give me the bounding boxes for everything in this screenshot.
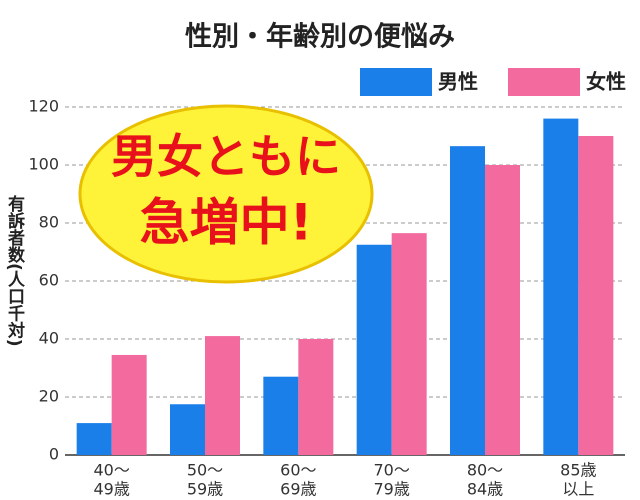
annotation-bubble: [78, 104, 374, 284]
bar: [76, 423, 112, 455]
y-axis-label: 有訴者数(人口千対): [4, 194, 26, 347]
y-tick-label: 60: [39, 271, 59, 290]
bar: [391, 233, 427, 455]
bar: [543, 118, 579, 455]
bar: [298, 339, 334, 455]
x-tick-label: 50～: [187, 461, 223, 480]
bar: [485, 165, 520, 455]
x-tick-label: 84歳: [467, 480, 503, 499]
x-tick-label: 49歳: [93, 480, 129, 499]
x-tick-label: 40～: [93, 461, 129, 480]
y-tick-label: 0: [49, 445, 59, 464]
y-tick-label: 80: [39, 213, 59, 232]
annotation: 男女ともに 急増中!: [78, 104, 374, 284]
legend-label: 女性: [586, 70, 626, 94]
x-tick-label: 79歳: [373, 480, 409, 499]
bar: [170, 404, 205, 455]
legend-label: 男性: [438, 70, 478, 94]
x-tick-label: 70～: [373, 461, 409, 480]
x-tick-label: 69歳: [280, 480, 316, 499]
x-tick-label: 59歳: [187, 480, 223, 499]
bar: [205, 336, 240, 455]
y-tick-label: 40: [39, 329, 59, 348]
y-tick-label: 120: [28, 97, 59, 116]
bar: [111, 354, 147, 455]
bar: [450, 146, 485, 455]
y-tick-label: 100: [28, 155, 59, 174]
legend-swatch: [508, 68, 580, 96]
x-tick-label: 85歳: [560, 461, 596, 480]
annotation-line: 急増中!: [140, 194, 313, 252]
x-tick-label: 60～: [280, 461, 316, 480]
bar: [263, 376, 299, 455]
annotation-line: 男女ともに: [111, 130, 341, 184]
chart-title: 性別・年齢別の便悩み: [185, 21, 455, 53]
x-tick-label: 以上: [562, 480, 594, 499]
bar: [578, 136, 614, 455]
x-tick-label: 80～: [467, 461, 503, 480]
y-tick-label: 20: [39, 387, 59, 406]
legend: 男性 女性: [360, 68, 626, 96]
legend-swatch: [360, 68, 432, 96]
bar: [356, 244, 392, 455]
